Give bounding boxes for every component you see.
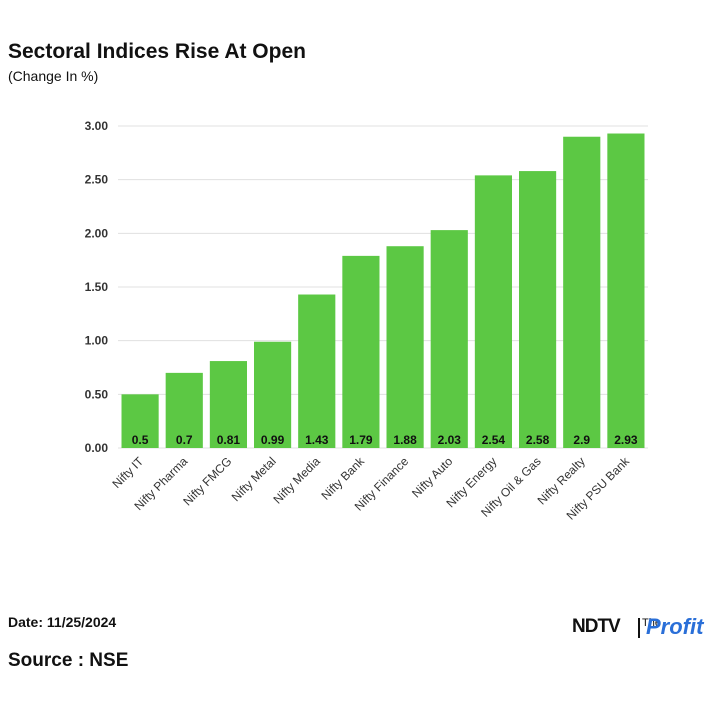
data-label: 0.7	[176, 433, 193, 447]
y-tick-label: 3.00	[85, 119, 109, 133]
ndtv-profit-logo: NDTV The Profit	[572, 614, 712, 642]
chart-subtitle: (Change In %)	[8, 68, 99, 84]
data-label: 0.5	[132, 433, 149, 447]
bar	[519, 171, 557, 448]
bar	[165, 372, 203, 448]
data-label: 2.93	[614, 433, 638, 447]
chart-title: Sectoral Indices Rise At Open	[8, 40, 306, 63]
logo-small-text: The	[642, 617, 661, 629]
y-tick-label: 0.00	[85, 441, 109, 455]
y-tick-label: 1.50	[85, 280, 109, 294]
source-label: Source : NSE	[8, 650, 129, 671]
data-label: 2.54	[482, 433, 506, 447]
bar	[298, 294, 336, 448]
data-label: 0.81	[217, 433, 241, 447]
data-label: 2.58	[526, 433, 550, 447]
y-tick-label: 0.50	[85, 387, 109, 401]
x-tick-label: Nifty IT	[109, 454, 146, 491]
bar	[386, 246, 424, 448]
logo-ndtv-text: NDTV	[572, 616, 621, 637]
x-tick-label: Nifty Media	[271, 454, 324, 507]
bar	[209, 361, 247, 448]
x-tick-label: Nifty Auto	[409, 454, 455, 500]
bars-layer	[121, 133, 645, 448]
data-label: 2.9	[573, 433, 590, 447]
bar	[254, 341, 292, 448]
logo-divider	[638, 618, 640, 638]
bar	[342, 255, 380, 448]
bar	[121, 394, 159, 448]
y-tick-label: 1.00	[85, 334, 109, 348]
bar	[430, 230, 468, 448]
bar	[563, 136, 601, 448]
grid-layer	[118, 125, 648, 449]
data-label: 1.79	[349, 433, 373, 447]
data-label: 1.88	[393, 433, 417, 447]
y-tick-label: 2.50	[85, 173, 109, 187]
date-label: Date: 11/25/2024	[8, 614, 117, 630]
data-label: 0.99	[261, 433, 285, 447]
logo-profit-text: Profit	[646, 614, 704, 639]
bar	[607, 133, 645, 448]
bar	[474, 175, 512, 448]
data-label: 1.43	[305, 433, 329, 447]
y-tick-label: 2.00	[85, 226, 109, 240]
data-label: 2.03	[438, 433, 462, 447]
